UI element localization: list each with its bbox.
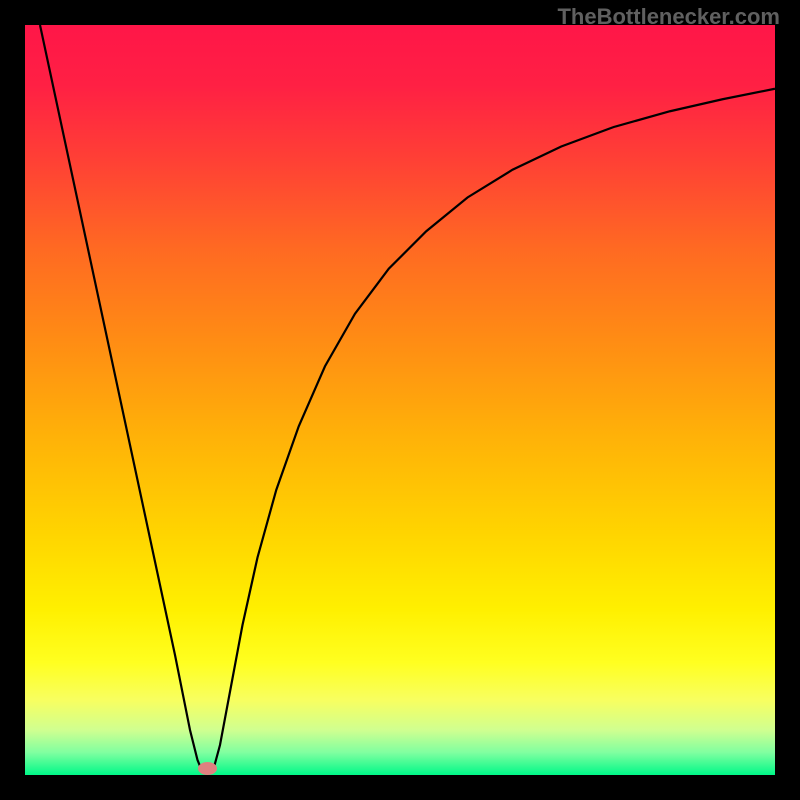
watermark-text: TheBottlenecker.com bbox=[557, 4, 780, 30]
bottleneck-curve bbox=[25, 25, 775, 775]
chart-container: { "chart": { "type": "line", "canvas": {… bbox=[0, 0, 800, 800]
curve-left-segment bbox=[40, 25, 203, 773]
plot-area bbox=[25, 25, 775, 775]
curve-right-segment bbox=[213, 89, 776, 773]
optimal-point-marker bbox=[198, 762, 217, 775]
